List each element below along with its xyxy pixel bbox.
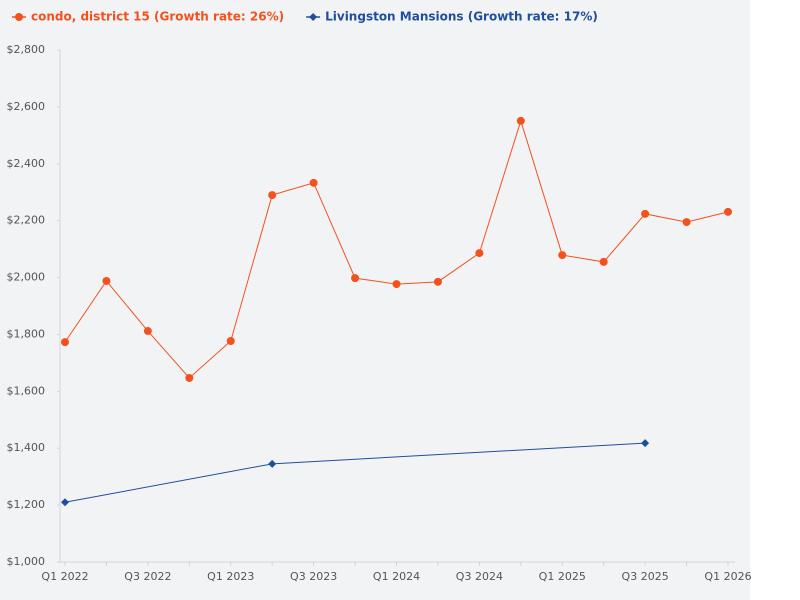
data-point bbox=[641, 439, 650, 448]
x-tick-label: Q3 2022 bbox=[124, 570, 171, 583]
data-point bbox=[724, 207, 732, 216]
y-tick-label: $1,600 bbox=[7, 384, 46, 397]
legend-label: Livingston Mansions (Growth rate: 17%) bbox=[325, 10, 598, 24]
x-tick-label: Q3 2023 bbox=[290, 570, 337, 583]
data-point bbox=[392, 280, 401, 289]
y-tick-label: $2,200 bbox=[7, 214, 46, 227]
data-point bbox=[268, 191, 277, 200]
x-tick-label: Q1 2025 bbox=[539, 570, 586, 583]
data-point bbox=[185, 373, 194, 382]
x-tick-label: Q1 2022 bbox=[41, 570, 88, 583]
legend-marker bbox=[309, 13, 318, 21]
data-point bbox=[143, 327, 152, 336]
data-point bbox=[475, 249, 484, 258]
y-tick-label: $1,400 bbox=[7, 441, 46, 454]
y-tick-label: $1,000 bbox=[7, 555, 46, 568]
x-tick-label: Q1 2026 bbox=[704, 570, 751, 583]
legend-marker bbox=[15, 13, 23, 21]
data-point bbox=[433, 277, 442, 286]
x-tick-label: Q3 2025 bbox=[622, 570, 669, 583]
chart-background bbox=[0, 0, 750, 600]
data-point bbox=[61, 498, 69, 507]
y-tick-label: $1,200 bbox=[7, 498, 46, 511]
data-point bbox=[516, 116, 525, 125]
data-point bbox=[558, 251, 567, 260]
data-point bbox=[599, 257, 608, 266]
data-point bbox=[268, 459, 277, 468]
y-tick-label: $2,400 bbox=[7, 157, 46, 170]
y-tick-label: $2,000 bbox=[7, 271, 46, 284]
y-tick-label: $2,800 bbox=[7, 43, 46, 56]
y-tick-label: $2,600 bbox=[7, 100, 46, 113]
data-point bbox=[61, 338, 69, 347]
data-point bbox=[682, 218, 691, 227]
x-tick-label: Q3 2024 bbox=[456, 570, 503, 583]
data-point bbox=[351, 274, 360, 283]
data-point bbox=[102, 276, 111, 285]
legend-label: condo, district 15 (Growth rate: 26%) bbox=[31, 10, 284, 24]
y-tick-label: $1,800 bbox=[7, 327, 46, 340]
data-point bbox=[309, 178, 318, 187]
data-point bbox=[226, 336, 235, 345]
data-point bbox=[641, 209, 650, 218]
x-tick-label: Q1 2023 bbox=[207, 570, 254, 583]
x-tick-label: Q1 2024 bbox=[373, 570, 420, 583]
